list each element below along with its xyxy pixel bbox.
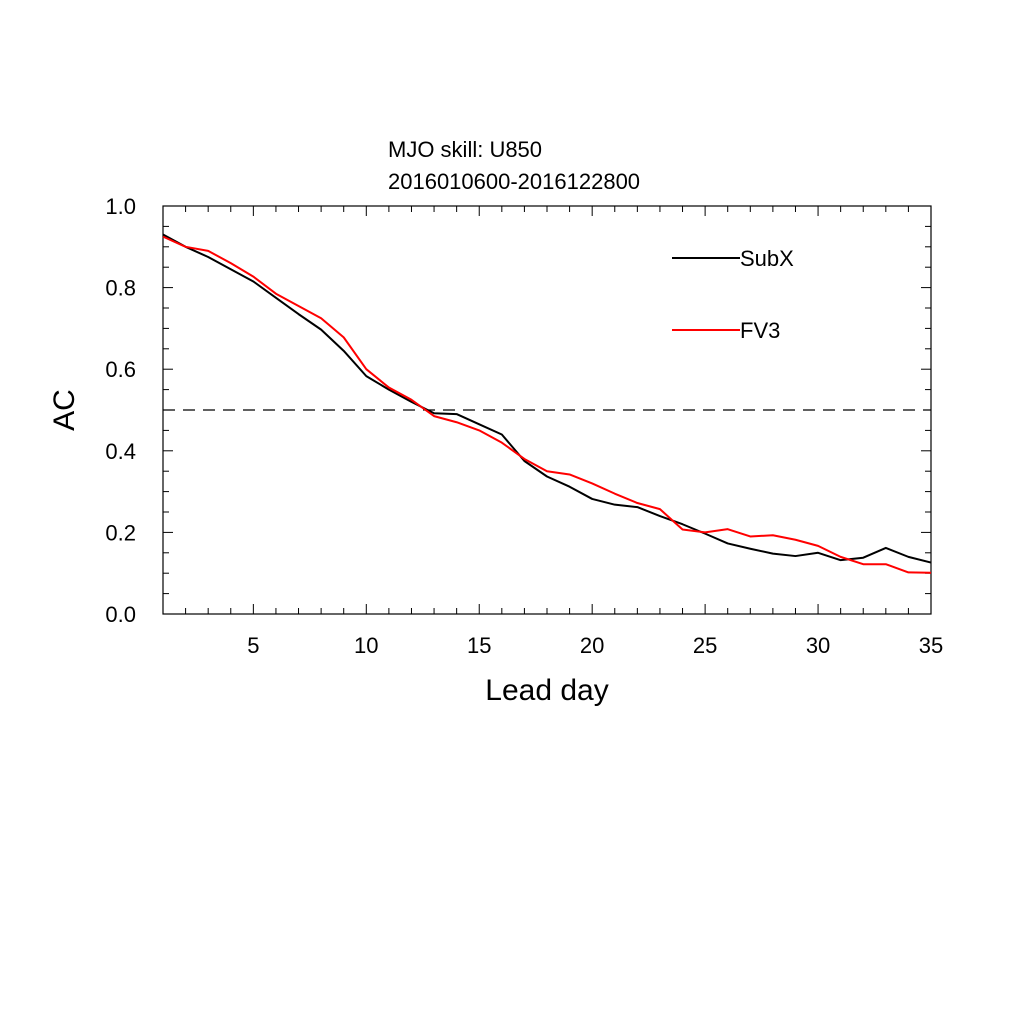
series-line-subx [162, 233, 932, 564]
chart-title: MJO skill: U850 [388, 137, 542, 162]
x-axis-title: Lead day [485, 674, 608, 707]
y-axis: 0.0 0.2 0.4 0.6 0.8 1.0 [105, 194, 931, 627]
plot-area: 5 10 15 20 25 30 35 0.0 0.2 0.4 0.6 0.8 1.0 [105, 194, 943, 658]
y-tick-label: 0.6 [105, 357, 136, 382]
series-layer [162, 233, 932, 574]
chart-subtitle: 2016010600-2016122800 [388, 169, 640, 194]
y-tick-label: 1.0 [105, 194, 136, 219]
x-tick-label: 15 [467, 633, 491, 658]
x-tick-label: 5 [247, 633, 259, 658]
x-axis: 5 10 15 20 25 30 35 [185, 206, 943, 658]
y-tick-label: 0.8 [105, 276, 136, 301]
x-tick-label: 20 [580, 633, 604, 658]
x-tick-label: 10 [354, 633, 378, 658]
y-tick-label: 0.2 [105, 520, 136, 545]
legend-label: FV3 [740, 318, 780, 343]
x-tick-label: 30 [806, 633, 830, 658]
y-tick-label: 0.0 [105, 602, 136, 627]
y-tick-label: 0.4 [105, 439, 136, 464]
y-axis-title: AC [48, 389, 81, 431]
legend-label: SubX [740, 246, 794, 271]
legend: SubX FV3 [672, 246, 794, 343]
series-line-fv3 [162, 235, 932, 574]
x-tick-label: 35 [919, 633, 943, 658]
x-tick-label: 25 [693, 633, 717, 658]
